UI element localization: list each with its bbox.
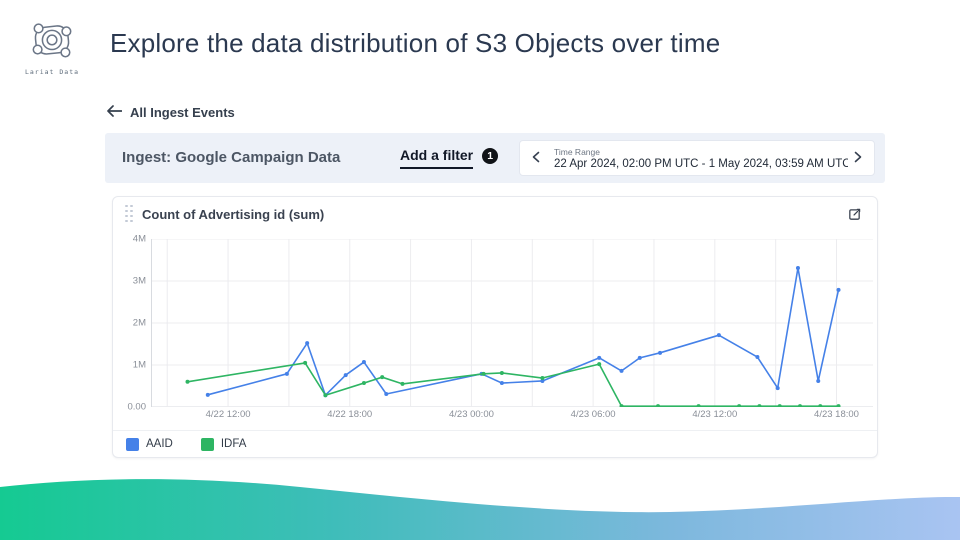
chart-legend: AAID IDFA (113, 430, 877, 457)
data-point-aaid (716, 333, 721, 338)
data-point-aaid (205, 392, 210, 397)
legend-label: AAID (146, 438, 173, 450)
data-point-aaid (540, 378, 545, 383)
chevron-left-icon (531, 151, 541, 166)
data-point-idfa (361, 381, 366, 386)
data-point-aaid (499, 381, 504, 386)
add-filter-button[interactable]: Add a filter 1 (400, 147, 499, 169)
data-point-aaid (597, 355, 602, 360)
chart-card: Count of Advertising id (sum) 0.00 1M 2M 3M… (112, 196, 878, 458)
data-point-idfa (656, 404, 661, 409)
time-range-next-button[interactable] (848, 141, 868, 175)
data-point-idfa (481, 371, 486, 376)
lariat-lasso-icon (28, 23, 76, 66)
y-axis-labels: 0.00 1M 2M 3M 4M (113, 234, 147, 413)
data-point-idfa (380, 375, 385, 380)
ingest-title: Ingest: Google Campaign Data (122, 149, 341, 166)
wave-decoration (0, 470, 960, 540)
drag-handle-icon[interactable] (125, 204, 134, 224)
time-range-text: Time Range 22 Apr 2024, 02:00 PM UTC - 1… (546, 147, 848, 170)
back-button[interactable]: All Ingest Events (106, 105, 235, 120)
y-tick-label: 0.00 (127, 401, 147, 413)
x-tick-label: 4/23 06:00 (570, 409, 616, 420)
y-tick-label: 4M (132, 233, 146, 245)
x-tick-label: 4/23 00:00 (448, 409, 494, 420)
filter-count-badge: 1 (482, 148, 499, 164)
data-point-idfa (737, 404, 742, 409)
data-point-aaid (836, 287, 841, 292)
x-tick-label: 4/23 12:00 (692, 409, 738, 420)
data-point-aaid (361, 360, 366, 365)
data-point-aaid (343, 373, 348, 378)
data-point-aaid (637, 355, 642, 360)
y-tick-label: 3M (132, 275, 146, 287)
data-point-aaid (775, 386, 780, 391)
data-point-idfa (836, 404, 841, 409)
data-point-idfa (757, 404, 762, 409)
data-point-idfa (818, 404, 823, 409)
series-line-idfa (186, 362, 840, 407)
arrow-left-icon (106, 105, 123, 120)
page-title: Explore the data distribution of S3 Obje… (110, 28, 721, 58)
data-point-idfa (696, 404, 701, 409)
data-point-aaid (816, 378, 821, 383)
x-tick-label: 4/22 18:00 (327, 409, 373, 420)
back-label: All Ingest Events (130, 105, 235, 120)
chart-plot (151, 238, 873, 409)
legend-item-idfa[interactable]: IDFA (200, 437, 247, 451)
data-point-aaid (755, 355, 760, 360)
legend-swatch (126, 437, 139, 451)
add-filter-label: Add a filter (400, 147, 474, 169)
legend-label: IDFA (220, 438, 247, 450)
data-point-aaid (795, 265, 800, 270)
x-tick-label: 4/22 12:00 (205, 409, 251, 420)
data-point-idfa (597, 362, 602, 367)
lariat-logo: Lariat Data (22, 16, 82, 76)
chart-card-header: Count of Advertising id (sum) (113, 197, 877, 231)
data-point-idfa (323, 393, 328, 398)
data-point-aaid (658, 350, 663, 355)
y-tick-label: 1M (132, 359, 146, 371)
data-point-idfa (185, 379, 190, 384)
edit-box-icon (846, 208, 863, 226)
y-tick-label: 2M (132, 317, 146, 329)
data-point-idfa (797, 404, 802, 409)
data-point-aaid (619, 368, 624, 373)
time-range-label: Time Range (554, 146, 600, 157)
data-point-aaid (384, 391, 389, 396)
data-point-idfa (777, 404, 782, 409)
time-range-picker[interactable]: Time Range 22 Apr 2024, 02:00 PM UTC - 1… (519, 140, 875, 176)
data-point-idfa (303, 360, 308, 365)
x-axis-labels: 4/22 12:00 4/22 18:00 4/23 00:00 4/23 06:00… (151, 409, 873, 423)
chart-title: Count of Advertising id (sum) (142, 206, 325, 222)
legend-item-aaid[interactable]: AAID (126, 437, 173, 451)
data-point-idfa (400, 381, 405, 386)
edit-chart-button[interactable] (844, 204, 865, 225)
data-point-idfa (540, 376, 545, 381)
chevron-right-icon (853, 151, 863, 166)
line-chart-svg (151, 238, 873, 409)
legend-swatch (200, 437, 214, 451)
data-point-aaid (284, 371, 289, 376)
series-line-aaid (206, 267, 840, 397)
time-range-prev-button[interactable] (526, 141, 546, 175)
x-tick-label: 4/23 18:00 (814, 409, 859, 420)
filter-bar: Ingest: Google Campaign Data Add a filte… (105, 133, 885, 183)
time-range-value: 22 Apr 2024, 02:00 PM UTC - 1 May 2024, … (554, 157, 848, 170)
logo-caption: Lariat Data (24, 68, 80, 76)
data-point-idfa (499, 370, 504, 375)
data-point-aaid (305, 341, 310, 346)
